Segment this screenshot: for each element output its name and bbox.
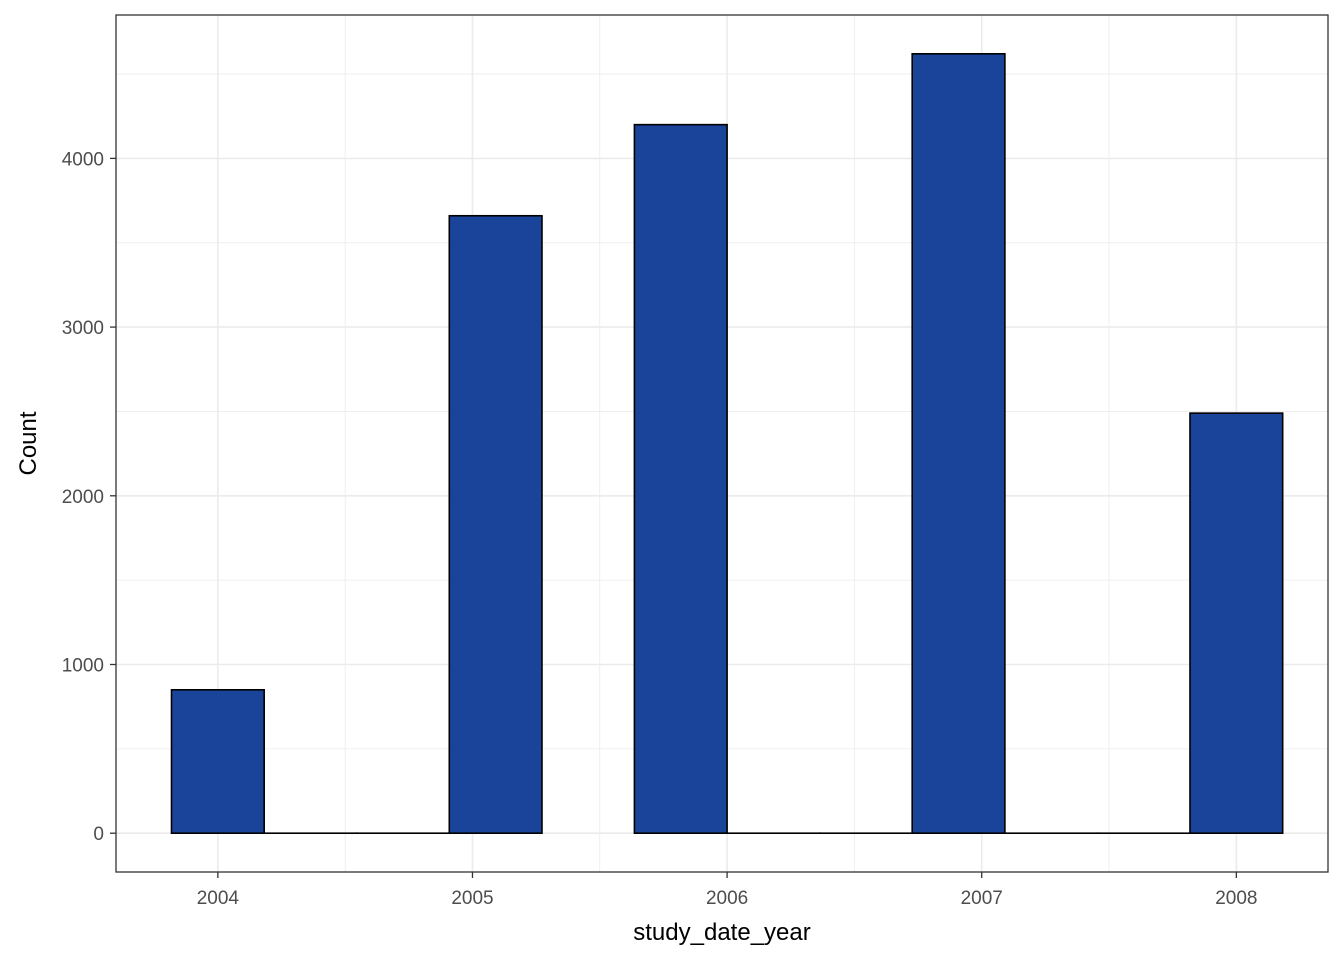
y-tick-label: 1000 — [62, 655, 104, 676]
histogram-bar — [170, 689, 265, 834]
histogram-bar — [911, 53, 1006, 834]
x-tick-label: 2007 — [961, 888, 1003, 909]
histogram-bar — [633, 123, 728, 834]
histogram-bar — [1189, 412, 1284, 834]
y-axis-title: Count — [15, 411, 42, 475]
y-axis-ticks: 0 1000 2000 3000 4000 — [62, 149, 116, 845]
y-tick-label: 4000 — [62, 149, 104, 170]
histogram-bars — [170, 53, 1284, 835]
y-tick-label: 2000 — [62, 487, 104, 508]
x-tick-label: 2008 — [1215, 888, 1257, 909]
x-axis-title: study_date_year — [633, 919, 810, 946]
x-axis-ticks: 2004 2005 2006 2007 2008 — [197, 872, 1257, 909]
panel-border — [115, 14, 1329, 873]
x-tick-label: 2005 — [451, 888, 493, 909]
histogram-bar — [448, 214, 543, 834]
x-tick-label: 2006 — [706, 888, 748, 909]
x-tick-label: 2004 — [197, 888, 240, 909]
y-tick-label: 3000 — [62, 318, 104, 339]
y-tick-label: 0 — [93, 824, 104, 845]
